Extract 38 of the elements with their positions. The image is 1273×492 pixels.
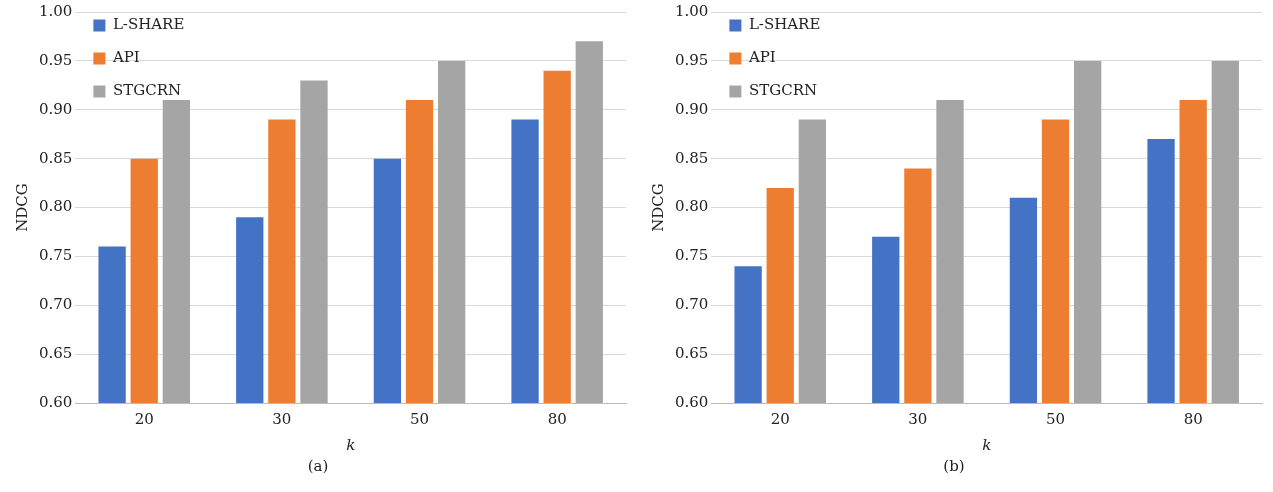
legend-label: STGCRN	[112, 81, 182, 100]
x-tick-label: 30	[908, 409, 928, 428]
x-axis-title: k	[982, 435, 992, 454]
y-tick-label: 0.60	[674, 392, 709, 411]
y-tick-label: 1.00	[674, 1, 709, 20]
legend-label: STGCRN	[748, 81, 818, 100]
y-tick-label: 0.80	[38, 197, 73, 216]
y-tick-label: 0.70	[38, 295, 73, 314]
y-axis-title: NDCG	[12, 183, 31, 232]
legend-label: API	[747, 48, 776, 67]
y-tick-label: 0.80	[674, 197, 709, 216]
x-tick-label: 80	[1183, 409, 1203, 428]
text: (a)	[306, 457, 330, 475]
x-tick-label: 80	[547, 409, 567, 428]
x-tick-label: 50	[1045, 409, 1066, 428]
x-tick-label: 30	[272, 409, 292, 428]
legend-label: L-SHARE	[748, 15, 821, 34]
text: (b)	[942, 457, 966, 475]
y-tick-label: 0.90	[674, 99, 709, 118]
x-tick-label: 50	[409, 409, 430, 428]
legend-label: API	[111, 48, 140, 67]
y-tick-label: 1.00	[38, 1, 73, 20]
x-axis-title: k	[346, 435, 356, 454]
x-tick-label: 20	[134, 409, 154, 428]
y-tick-label: 0.60	[38, 392, 73, 411]
y-tick-label: 0.90	[38, 99, 73, 118]
y-tick-label: 0.70	[674, 295, 709, 314]
y-axis-title: NDCG	[648, 183, 667, 232]
y-tick-label: 0.65	[38, 344, 73, 363]
y-tick-label: 0.85	[38, 148, 73, 167]
y-tick-label: 0.95	[674, 50, 709, 69]
y-tick-label: 0.65	[674, 344, 709, 363]
y-tick-label: 0.75	[674, 246, 709, 265]
y-tick-label: 0.75	[38, 246, 73, 265]
x-tick-label: 20	[770, 409, 790, 428]
legend-label: L-SHARE	[112, 15, 185, 34]
y-tick-label: 0.95	[38, 50, 73, 69]
y-tick-label: 0.85	[674, 148, 709, 167]
